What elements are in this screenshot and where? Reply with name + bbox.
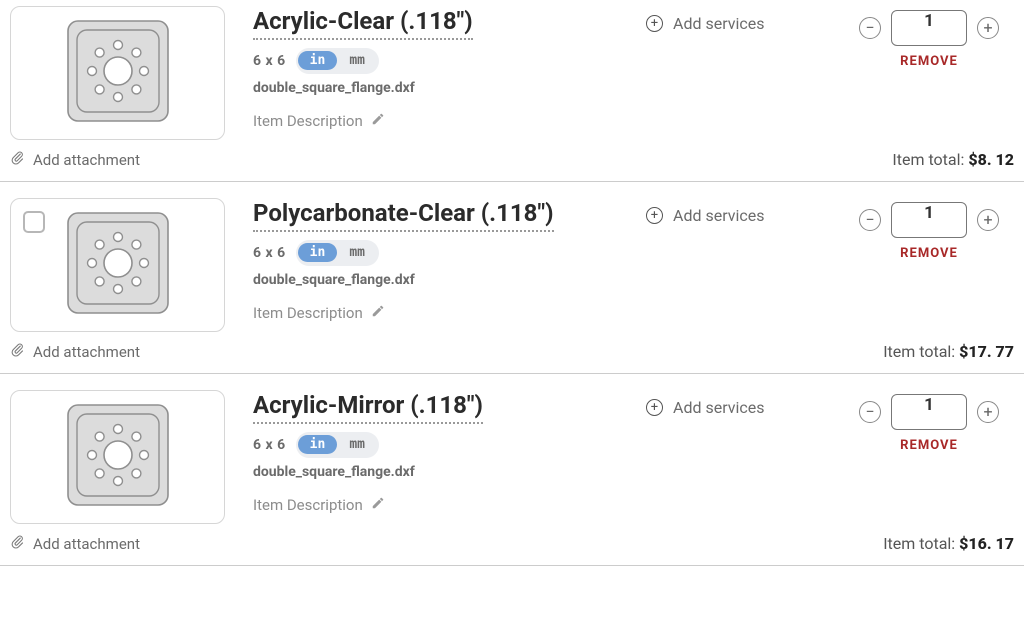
flange-icon	[65, 402, 171, 512]
add-attachment-label: Add attachment	[33, 343, 140, 361]
item-total: Item total: $16. 17	[883, 534, 1014, 553]
add-services-label: Add services	[673, 398, 765, 417]
cart-item: Acrylic-Clear (.118") 6 x 6 in mm double…	[0, 0, 1024, 182]
dimensions-text: 6 x 6	[253, 53, 286, 69]
add-services-label: Add services	[673, 206, 765, 225]
quantity-input[interactable]: 1	[891, 10, 967, 46]
add-attachment-label: Add attachment	[33, 151, 140, 169]
quantity-input[interactable]: 1	[891, 202, 967, 238]
decrement-button[interactable]: −	[859, 401, 881, 423]
material-title[interactable]: Acrylic-Mirror (.118")	[253, 392, 483, 424]
material-title[interactable]: Polycarbonate-Clear (.118")	[253, 200, 554, 232]
plus-circle-icon: +	[646, 207, 663, 224]
decrement-button[interactable]: −	[859, 209, 881, 231]
quantity-input[interactable]: 1	[891, 394, 967, 430]
pencil-icon	[371, 304, 385, 322]
part-thumbnail[interactable]	[10, 198, 225, 332]
add-services-button[interactable]: + Add services	[646, 390, 816, 417]
item-description-button[interactable]: Item Description	[253, 304, 618, 322]
pencil-icon	[371, 496, 385, 514]
item-total: Item total: $8. 12	[892, 150, 1014, 169]
remove-button[interactable]: REMOVE	[900, 246, 958, 261]
part-thumbnail[interactable]	[10, 6, 225, 140]
cart-item: Polycarbonate-Clear (.118") 6 x 6 in mm …	[0, 182, 1024, 374]
unit-mm[interactable]: mm	[337, 435, 377, 454]
unit-in[interactable]: in	[298, 51, 338, 70]
pencil-icon	[371, 112, 385, 130]
add-attachment-button[interactable]: Add attachment	[10, 342, 140, 361]
item-description-label: Item Description	[253, 112, 363, 130]
unit-toggle[interactable]: in mm	[296, 432, 379, 458]
plus-circle-icon: +	[646, 399, 663, 416]
unit-toggle[interactable]: in mm	[296, 48, 379, 74]
item-description-label: Item Description	[253, 304, 363, 322]
add-attachment-button[interactable]: Add attachment	[10, 150, 140, 169]
flange-icon	[65, 18, 171, 128]
item-description-button[interactable]: Item Description	[253, 112, 618, 130]
material-title[interactable]: Acrylic-Clear (.118")	[253, 8, 473, 40]
add-services-button[interactable]: + Add services	[646, 6, 816, 33]
item-total-amount: $8. 12	[968, 150, 1014, 169]
item-total: Item total: $17. 77	[883, 342, 1014, 361]
paperclip-icon	[10, 342, 25, 361]
dimensions-text: 6 x 6	[253, 245, 286, 261]
increment-button[interactable]: +	[977, 401, 999, 423]
unit-mm[interactable]: mm	[337, 51, 377, 70]
decrement-button[interactable]: −	[859, 17, 881, 39]
paperclip-icon	[10, 534, 25, 553]
part-thumbnail[interactable]	[10, 390, 225, 524]
cart-item: Acrylic-Mirror (.118") 6 x 6 in mm doubl…	[0, 374, 1024, 566]
unit-mm[interactable]: mm	[337, 243, 377, 262]
add-services-button[interactable]: + Add services	[646, 198, 816, 225]
item-total-amount: $16. 17	[959, 534, 1014, 553]
item-description-button[interactable]: Item Description	[253, 496, 618, 514]
plus-circle-icon: +	[646, 15, 663, 32]
remove-button[interactable]: REMOVE	[900, 438, 958, 453]
source-filename: double_square_flange.dxf	[253, 272, 618, 288]
paperclip-icon	[10, 150, 25, 169]
add-services-label: Add services	[673, 14, 765, 33]
source-filename: double_square_flange.dxf	[253, 80, 618, 96]
flange-icon	[65, 210, 171, 320]
item-description-label: Item Description	[253, 496, 363, 514]
unit-in[interactable]: in	[298, 435, 338, 454]
remove-button[interactable]: REMOVE	[900, 54, 958, 69]
increment-button[interactable]: +	[977, 209, 999, 231]
select-checkbox[interactable]	[23, 211, 45, 233]
add-attachment-label: Add attachment	[33, 535, 140, 553]
item-total-amount: $17. 77	[959, 342, 1014, 361]
dimensions-text: 6 x 6	[253, 437, 286, 453]
increment-button[interactable]: +	[977, 17, 999, 39]
source-filename: double_square_flange.dxf	[253, 464, 618, 480]
unit-toggle[interactable]: in mm	[296, 240, 379, 266]
unit-in[interactable]: in	[298, 243, 338, 262]
add-attachment-button[interactable]: Add attachment	[10, 534, 140, 553]
